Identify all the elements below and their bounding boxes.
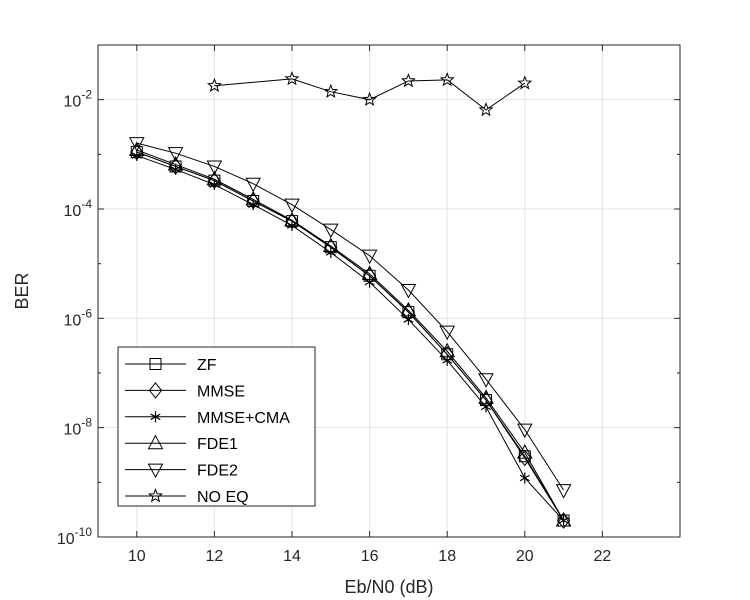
data-point-fde1	[439, 342, 456, 358]
y-axis-label: BER	[12, 272, 32, 309]
legend-label: MMSE	[197, 383, 245, 400]
data-point-fde1	[555, 511, 572, 527]
y-tick-label: 10-4	[64, 197, 93, 220]
data-point-fde2	[516, 423, 533, 439]
legend-marker	[150, 411, 161, 423]
data-point-fde2	[400, 283, 417, 299]
legend-item-zf: ZF	[125, 357, 217, 374]
data-point-fde2	[322, 223, 339, 239]
data-point-fde2	[478, 373, 494, 388]
data-point-fde1	[361, 265, 378, 280]
axis-ticks	[98, 45, 680, 538]
data-point-no-eq	[323, 83, 339, 99]
data-point-mmse	[518, 449, 532, 467]
data-point-fde1	[128, 141, 145, 157]
series-line-mmse-cma	[136, 155, 564, 521]
series-line-no-eq	[214, 78, 526, 111]
plot-frame	[97, 44, 681, 538]
legend-item-mmse-cma: MMSE+CMA	[125, 410, 290, 427]
data-point-fde1	[478, 389, 494, 404]
data-point-mmse-cma	[325, 247, 336, 259]
x-tick-label: 22	[594, 548, 612, 565]
x-tick-label: 10	[128, 548, 146, 565]
data-point-no-eq	[362, 91, 378, 107]
data-point-fde1	[284, 211, 300, 227]
data-point-fde1	[245, 190, 262, 206]
x-tick-label: 12	[206, 548, 224, 565]
series-line-fde2	[136, 142, 565, 491]
legend-item-fde2: FDE2	[125, 463, 238, 480]
data-point-fde2	[206, 160, 223, 176]
y-tick-label: 10-6	[64, 306, 93, 329]
legend-label: NO EQ	[197, 489, 249, 506]
legend-marker	[148, 382, 163, 399]
legend-label: MMSE+CMA	[197, 410, 290, 427]
y-tick-label: 10-2	[64, 88, 93, 111]
data-point-mmse-cma	[519, 472, 530, 484]
data-point-fde2	[128, 137, 145, 152]
legend-item-mmse: MMSE	[125, 382, 245, 400]
series-line-mmse	[136, 151, 565, 521]
y-tick-label: 10-10	[57, 525, 92, 548]
series-fde2	[128, 137, 572, 499]
legend-item-fde1: FDE1	[125, 434, 238, 453]
legend-label: ZF	[197, 357, 217, 374]
legend: ZF MMSE MMSE+CMA FDE1 FDE2 NO EQ	[117, 346, 316, 507]
tick-labels: 10 12 14 16 18 20 22 10-10 10-8 10-6 10-4 10-2	[57, 88, 612, 565]
data-point-fde1	[400, 301, 417, 317]
series-no-eq	[206, 71, 533, 117]
x-tick-label: 16	[361, 548, 379, 565]
x-tick-label: 18	[438, 548, 456, 565]
data-point-no-eq	[206, 77, 222, 93]
data-point-fde2	[439, 325, 456, 341]
legend-box	[117, 346, 316, 507]
series-line-fde1	[136, 149, 565, 521]
legend-marker	[147, 434, 164, 450]
x-axis-label: Eb/N0 (dB)	[344, 577, 433, 597]
data-point-no-eq	[400, 73, 416, 88]
series-layer	[128, 71, 572, 529]
y-tick-label: 10-8	[64, 416, 93, 439]
data-point-no-eq	[284, 71, 300, 86]
data-point-fde1	[516, 444, 533, 459]
data-point-no-eq	[478, 102, 494, 117]
legend-item-no-eq: NO EQ	[125, 488, 249, 506]
data-point-fde2	[284, 198, 300, 214]
data-point-fde1	[206, 170, 223, 186]
data-point-no-eq	[517, 75, 533, 90]
x-tick-label: 14	[283, 548, 301, 565]
data-point-mmse-cma	[170, 163, 181, 175]
data-point-fde1	[322, 237, 339, 253]
data-point-fde2	[555, 484, 572, 499]
data-point-fde1	[167, 156, 184, 171]
data-point-fde2	[167, 147, 184, 162]
data-point-mmse-cma	[364, 276, 375, 288]
data-point-fde2	[245, 177, 262, 193]
series-fde1	[128, 141, 572, 527]
x-tick-label: 20	[516, 548, 534, 565]
legend-marker	[149, 358, 162, 370]
legend-marker	[148, 488, 163, 503]
legend-label: FDE1	[197, 436, 238, 453]
legend-marker	[147, 463, 164, 479]
data-point-no-eq	[439, 72, 455, 87]
data-point-fde2	[361, 249, 378, 265]
legend-label: FDE2	[197, 463, 238, 480]
